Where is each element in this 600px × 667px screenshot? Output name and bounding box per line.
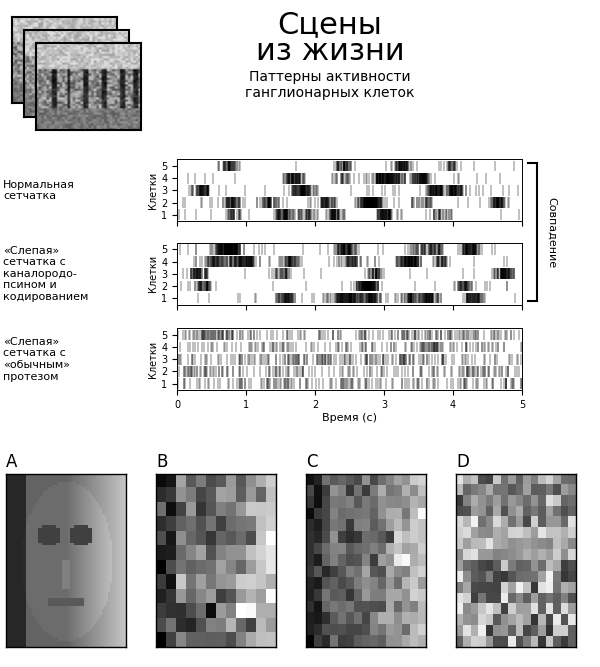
Text: Нормальная
сетчатка: Нормальная сетчатка [3,179,75,201]
Y-axis label: Клетки: Клетки [148,255,158,292]
Text: Сцены: Сцены [278,10,382,39]
Text: «Слепая»
сетчатка с
«обычным»
протезом: «Слепая» сетчатка с «обычным» протезом [3,337,70,382]
Text: A: A [6,453,17,471]
Text: из жизни: из жизни [256,37,404,65]
Y-axis label: Клетки: Клетки [148,341,158,378]
Text: Паттерны активности
ганглионарных клеток: Паттерны активности ганглионарных клеток [245,70,415,100]
Text: B: B [156,453,167,471]
Text: D: D [456,453,469,471]
Y-axis label: Клетки: Клетки [148,172,158,209]
Text: Совпадение: Совпадение [547,197,557,267]
Text: «Слепая»
сетчатка с
каналородо-
псином и
кодированием: «Слепая» сетчатка с каналородо- псином и… [3,245,88,302]
X-axis label: Время (с): Время (с) [322,413,377,423]
Text: C: C [306,453,317,471]
